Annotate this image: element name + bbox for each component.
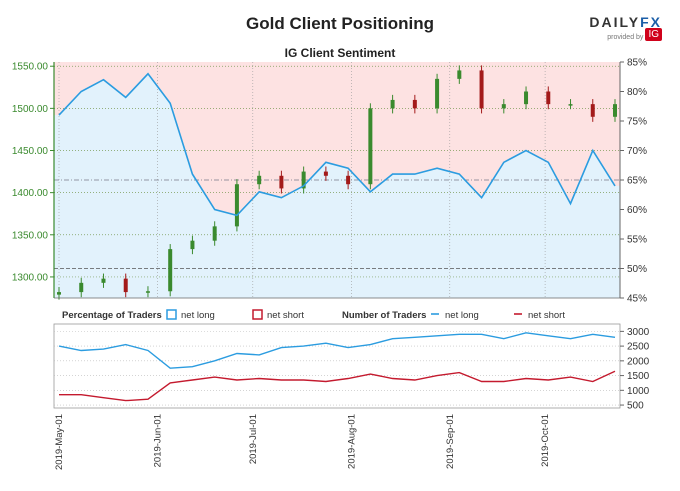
price-tick-label: 1450.00 — [12, 146, 49, 157]
candle-body — [323, 171, 328, 176]
candle-body — [412, 99, 417, 109]
dailyfx-logo: DAILYFX provided by IG — [589, 14, 662, 41]
candle-body — [524, 91, 529, 105]
candle-body — [168, 249, 173, 292]
x-tick-label: 2019-Sep-01 — [445, 414, 456, 469]
chart-subtitle: IG Client Sentiment — [284, 46, 396, 60]
candle-body — [613, 104, 617, 117]
brand-fx: FX — [640, 14, 662, 30]
brand-daily: DAILY — [589, 14, 641, 30]
traders-tick-label: 3000 — [627, 327, 650, 338]
legend-num-long-label: net long — [445, 310, 479, 321]
traders-long-line — [58, 332, 616, 369]
candle-body — [101, 278, 106, 283]
candle-body — [212, 226, 217, 241]
candle-body — [390, 99, 395, 109]
x-tick-label: 2019-Oct-01 — [540, 414, 551, 467]
brand-provided-by: provided by — [607, 34, 644, 41]
chart-title: Gold Client Positioning — [246, 14, 434, 33]
pct-tick-label: 60% — [627, 205, 647, 216]
candle-body — [457, 70, 462, 79]
pct-tick-label: 55% — [627, 235, 647, 246]
candle-body — [257, 175, 262, 185]
legend-pct-short-swatch — [252, 309, 263, 320]
candle-body — [346, 175, 351, 185]
pct-tick-label: 75% — [627, 117, 647, 128]
pct-tick-label: 50% — [627, 264, 647, 275]
price-tick-label: 1350.00 — [12, 230, 49, 241]
x-tick-label: 2019-Jul-01 — [248, 414, 259, 464]
legend-pct-short-label: net short — [267, 310, 304, 321]
pct-tick-label: 80% — [627, 87, 647, 98]
price-tick-label: 1500.00 — [12, 104, 49, 115]
traders-tick-label: 2000 — [627, 356, 650, 367]
legend-pct-title: Percentage of Traders — [62, 310, 162, 321]
x-tick-label: 2019-Jun-01 — [152, 414, 163, 467]
candle-body — [301, 171, 306, 189]
legend-pct-long-swatch — [166, 309, 177, 320]
x-tick-label: 2019-May-01 — [54, 414, 65, 470]
pct-tick-label: 65% — [627, 176, 647, 187]
pct-tick-label: 85% — [627, 58, 647, 69]
candle-body — [234, 184, 239, 227]
traders-short-line — [59, 370, 616, 402]
price-tick-label: 1300.00 — [12, 272, 49, 283]
traders-panel — [53, 323, 621, 409]
legend-num-title: Number of Traders — [342, 310, 426, 321]
candle-body — [57, 292, 61, 295]
candle-body — [123, 278, 128, 293]
candle-body — [435, 78, 440, 109]
candle-body — [190, 240, 195, 250]
candle-body — [79, 282, 84, 293]
price-tick-label: 1550.00 — [12, 62, 49, 73]
candle-body — [590, 104, 595, 117]
candle-body — [568, 104, 573, 106]
x-tick-label: 2019-Aug-01 — [346, 414, 357, 469]
candle-body — [368, 108, 373, 185]
traders-tick-label: 500 — [627, 401, 644, 412]
candle-body — [479, 70, 484, 109]
sentiment-line — [58, 72, 616, 217]
price-tick-label: 1400.00 — [12, 188, 49, 199]
traders-tick-label: 1500 — [627, 371, 650, 382]
candle-body — [501, 104, 506, 109]
net-long-area — [54, 73, 620, 298]
traders-tick-label: 2500 — [627, 342, 650, 353]
traders-tick-label: 1000 — [627, 386, 650, 397]
legend-num-short-label: net short — [528, 310, 565, 321]
candle-body — [279, 175, 284, 189]
pct-tick-label: 45% — [627, 294, 647, 305]
legend-pct-long-label: net long — [181, 310, 215, 321]
pct-tick-label: 70% — [627, 146, 647, 157]
candle-body — [546, 91, 551, 105]
candle-body — [145, 291, 150, 293]
ig-logo: IG — [645, 28, 662, 41]
